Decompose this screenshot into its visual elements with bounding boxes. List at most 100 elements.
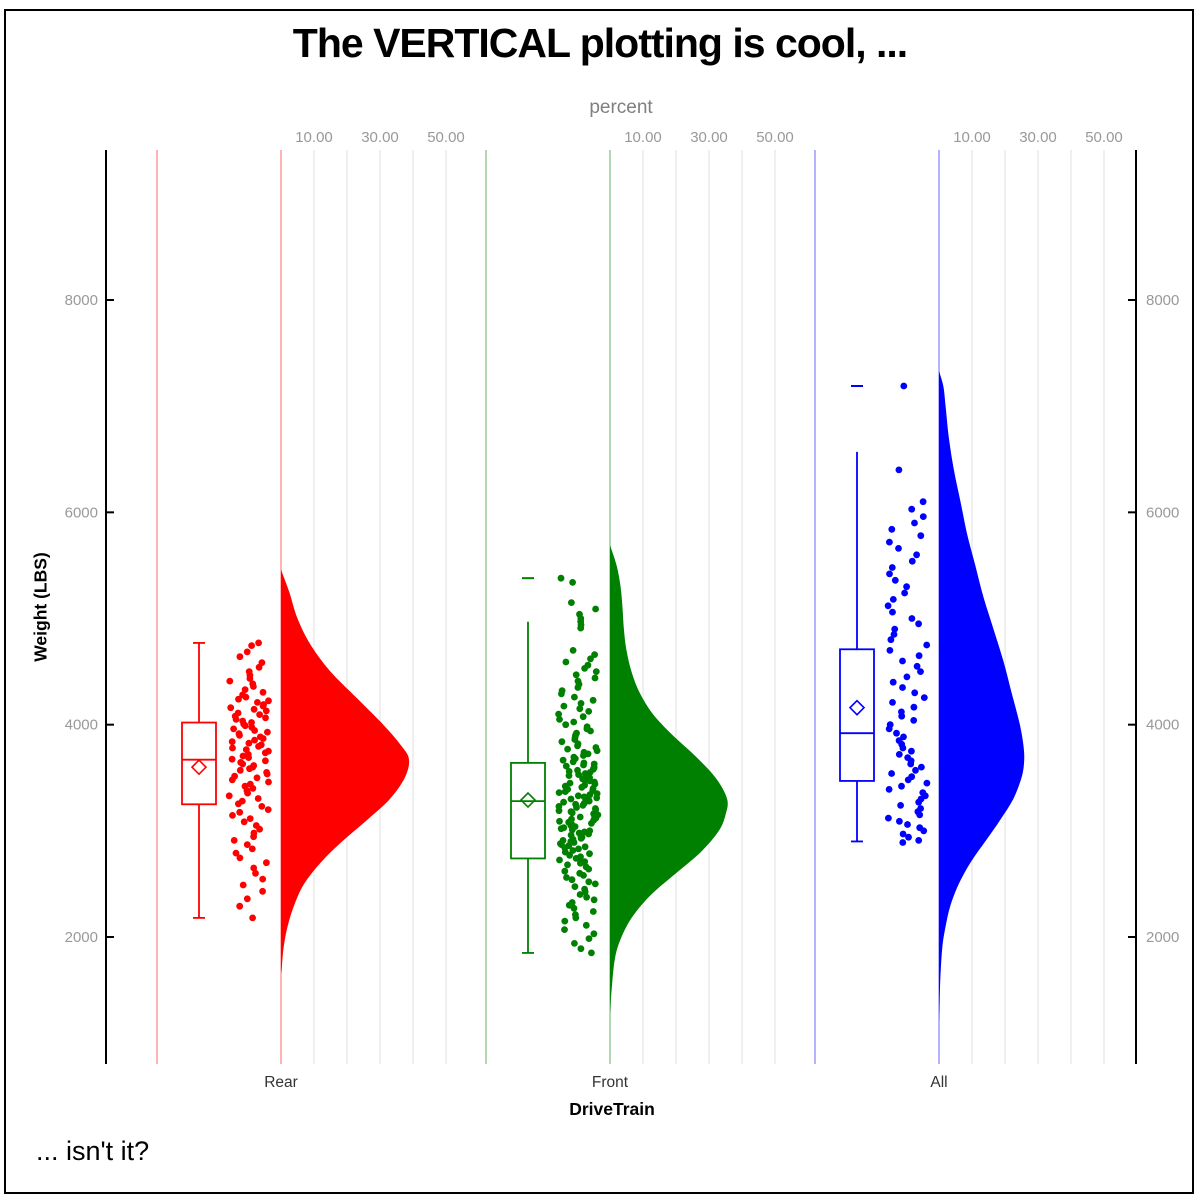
jitter-point-front — [572, 671, 580, 679]
jitter-point-front — [585, 878, 593, 886]
jitter-point-all — [888, 564, 896, 571]
jitter-point-all — [891, 625, 899, 633]
jitter-point-rear — [236, 902, 244, 910]
jitter-point-rear — [229, 744, 236, 752]
jitter-point-front — [590, 930, 598, 938]
jitter-point-rear — [226, 677, 234, 685]
jitter-point-all — [918, 763, 925, 771]
jitter-point-all — [900, 382, 908, 390]
jitter-point-all — [919, 498, 927, 506]
jitter-point-rear — [246, 815, 254, 822]
jitter-point-front — [590, 896, 598, 904]
jitter-point-rear — [236, 766, 244, 774]
jitter-point-rear — [235, 800, 242, 808]
jitter-point-all — [908, 505, 916, 513]
jitter-point-front — [581, 888, 589, 896]
jitter-point-front — [569, 647, 577, 654]
jitter-point-rear — [239, 881, 247, 889]
jitter-point-rear — [252, 869, 259, 877]
jitter-point-all — [912, 766, 919, 774]
jitter-point-front — [563, 874, 570, 881]
jitter-point-front — [567, 795, 575, 803]
jitter-point-all — [901, 589, 908, 597]
jitter-point-rear — [254, 795, 262, 802]
mean-diamond-all — [848, 699, 866, 716]
jitter-point-rear — [245, 739, 253, 747]
jitter-point-all — [903, 673, 911, 681]
jitter-point-all — [904, 776, 912, 784]
jitter-point-rear — [236, 808, 244, 816]
mean-diamond-front — [519, 791, 537, 809]
jitter-point-front — [571, 883, 579, 890]
drivetrain-axis-title: DriveTrain — [569, 1099, 655, 1119]
jitter-point-rear — [259, 875, 267, 883]
jitter-point-front — [589, 696, 597, 704]
jitter-point-all — [907, 760, 915, 768]
jitter-point-front — [557, 825, 565, 833]
jitter-point-front — [579, 713, 587, 721]
jitter-point-rear — [245, 754, 253, 761]
jitter-point-all — [889, 699, 896, 706]
box-front — [510, 761, 546, 860]
jitter-point-front — [564, 745, 571, 753]
jitter-point-rear — [243, 648, 251, 656]
jitter-point-rear — [243, 841, 251, 848]
jitter-point-all — [891, 576, 899, 584]
jitter-point-rear — [251, 736, 258, 744]
jitter-point-front — [575, 845, 582, 853]
jitter-point-front — [555, 710, 562, 718]
jitter-point-all — [910, 703, 918, 711]
jitter-point-front — [556, 817, 563, 825]
jitter-point-front — [560, 702, 568, 710]
jitter-point-front — [580, 761, 587, 769]
jitter-point-rear — [230, 725, 238, 733]
jitter-point-rear — [235, 695, 242, 703]
jitter-point-front — [565, 772, 573, 779]
jitter-point-rear — [225, 792, 233, 800]
jitter-point-rear — [253, 774, 261, 782]
jitter-point-front — [570, 904, 578, 912]
jitter-point-all — [888, 525, 896, 533]
jitter-point-all — [889, 608, 896, 616]
jitter-point-rear — [265, 778, 272, 786]
jitter-point-front — [570, 839, 578, 846]
jitter-point-front — [576, 813, 584, 821]
jitter-point-all — [908, 557, 916, 565]
jitter-point-rear — [240, 818, 248, 826]
jitter-point-front — [564, 861, 571, 869]
jitter-point-all — [908, 615, 916, 622]
jitter-point-rear — [255, 639, 262, 647]
percent-tick-label: 10.00 — [295, 129, 333, 146]
jitter-point-rear — [228, 755, 236, 763]
jitter-point-rear — [232, 849, 240, 857]
jitter-point-all — [917, 532, 925, 540]
jitter-point-front — [591, 880, 599, 888]
jitter-point-rear — [236, 731, 243, 739]
jitter-point-all — [913, 662, 921, 670]
jitter-point-front — [561, 926, 568, 933]
jitter-point-front — [559, 756, 567, 764]
jitter-point-front — [573, 804, 580, 811]
jitter-point-all — [923, 641, 931, 649]
weight-tick-label-left: 4000 — [65, 717, 98, 734]
weight-tick-label-left: 2000 — [65, 929, 98, 946]
jitter-point-front — [556, 716, 563, 723]
jitter-point-rear — [255, 743, 262, 750]
jitter-point-rear — [262, 714, 269, 722]
jitter-point-all — [886, 647, 894, 654]
jitter-point-front — [576, 891, 584, 898]
weight-tick-label-right: 6000 — [1146, 504, 1179, 521]
violin-rear — [281, 569, 410, 974]
jitter-point-front — [576, 705, 584, 713]
jitter-point-all — [885, 814, 892, 822]
jitter-point-all — [899, 839, 907, 846]
jitter-point-all — [889, 678, 897, 686]
jitter-point-rear — [230, 837, 238, 844]
jitter-point-rear — [242, 693, 250, 701]
jitter-point-rear — [249, 914, 256, 922]
jitter-point-all — [895, 466, 903, 474]
percent-tick-label: 10.00 — [624, 129, 662, 146]
jitter-point-front — [581, 665, 588, 672]
jitter-point-all — [899, 830, 907, 838]
